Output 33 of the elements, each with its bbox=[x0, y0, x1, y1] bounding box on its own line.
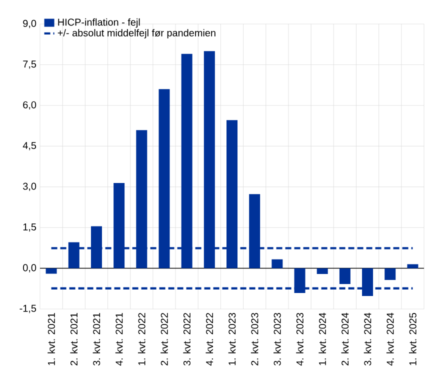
y-tick-label: 1,5 bbox=[23, 224, 36, 232]
x-tick-label: 4. kvt. 2022 bbox=[206, 313, 214, 366]
x-tick-label: 2. kvt. 2024 bbox=[341, 312, 349, 366]
x-tick-label: 2. kvt. 2022 bbox=[160, 313, 168, 366]
y-tick-label: 7,5 bbox=[23, 60, 36, 69]
x-tick-label: 2. kvt. 2021 bbox=[70, 313, 78, 366]
x-tick-label: 2. kvt. 2023 bbox=[250, 312, 258, 366]
bar bbox=[46, 268, 57, 274]
x-tick-label: 3. kvt. 2023 bbox=[274, 312, 281, 366]
y-tick-label: 0,0 bbox=[23, 264, 36, 272]
bar bbox=[316, 268, 328, 274]
bar bbox=[384, 268, 396, 280]
x-tick-label: 1. kvt. 2023 bbox=[228, 312, 236, 366]
x-tick-label: 3. kvt. 2024 bbox=[364, 312, 372, 366]
x-tick-label: 4. kvt. 2021 bbox=[115, 313, 123, 366]
x-tick-label: 4. kvt. 2024 bbox=[386, 312, 394, 366]
x-tick-label: 1. kvt. 2025 bbox=[409, 312, 416, 366]
y-tick-label: -1,5 bbox=[20, 304, 36, 314]
y-tick-label: 6,0 bbox=[23, 101, 36, 110]
bar bbox=[272, 259, 283, 268]
y-tick-label: 9,0 bbox=[23, 20, 36, 28]
y-tick-label: 3,0 bbox=[23, 182, 36, 191]
bar bbox=[407, 264, 418, 268]
legend-label: HICP-inflation - fejl bbox=[58, 18, 140, 28]
x-tick-label: 1. kvt. 2024 bbox=[318, 312, 326, 366]
legend-label: +/- absolut middelfejl før pandemien bbox=[58, 29, 216, 38]
bar bbox=[339, 268, 350, 284]
y-tick-label: 4,5 bbox=[22, 142, 36, 150]
x-tick-label: 1. kvt. 2022 bbox=[138, 313, 146, 366]
x-tick-label: 4. kvt. 2023 bbox=[296, 312, 304, 366]
x-tick-label: 1. kvt. 2021 bbox=[48, 313, 55, 366]
x-tick-label: 3. kvt. 2021 bbox=[92, 313, 100, 366]
x-tick-label: 3. kvt. 2022 bbox=[183, 313, 190, 366]
